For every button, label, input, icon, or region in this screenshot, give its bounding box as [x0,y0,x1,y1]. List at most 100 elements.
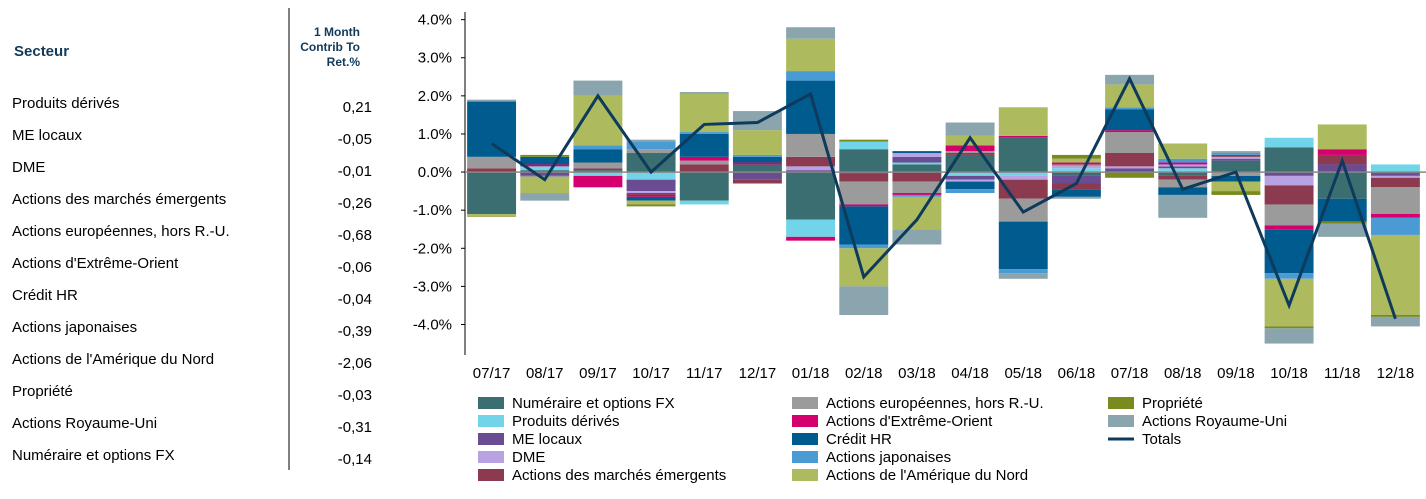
row-value: -0,26 [338,195,372,212]
legend-label: Produits dérivés [512,413,620,430]
bar-segment [945,189,995,194]
bar-segment [1158,166,1208,169]
x-tick-label: 09/18 [1217,365,1255,382]
bar-segment [786,71,836,81]
bar-segment [1158,172,1208,176]
legend-label: Totals [1142,431,1181,448]
bar-segment [626,141,676,150]
legend-swatch [792,469,818,481]
bar-segment [945,153,995,155]
bar-segment [1264,175,1314,186]
bar-segment [945,151,995,154]
x-tick-label: 11/17 [686,365,722,382]
row-value: -0,01 [338,163,372,180]
bar-segment [1317,198,1367,222]
row-label: Propriété [12,383,73,400]
bar-segment [786,172,836,220]
x-tick-label: 08/18 [1164,365,1202,382]
row-label: ME locaux [12,127,83,144]
bar-segment [679,200,729,205]
bar-segment [998,172,1048,176]
legend-label: Actions Royaume-Uni [1142,413,1287,430]
bar-segment [1264,185,1314,205]
bar-segment [1105,172,1155,178]
bar-segment [786,80,836,134]
row-label: Actions d'Extrême-Orient [12,255,179,272]
bar-segment [1105,109,1155,131]
bar-segment [998,273,1048,279]
bar-segment [1051,172,1101,176]
legend-label: Numéraire et options FX [512,395,675,412]
bar-segment [626,179,676,192]
bar-segment [573,172,623,176]
bar-segment [786,38,836,72]
bar-segment [1317,172,1367,199]
y-tick-label: -4.0% [413,317,452,334]
bar-segment [839,206,889,245]
bar-segment [1317,124,1367,150]
bar-segment [1158,168,1208,173]
bar-segment [520,166,570,171]
y-tick-label: 3.0% [418,50,452,67]
bar-segment [839,173,889,182]
bar-segment [1105,130,1155,133]
row-value: -0,06 [338,259,372,276]
table-header: 1 Month Contrib To Ret.% [300,25,360,69]
bar-segment [732,154,782,157]
bar-segment [732,162,782,165]
bar-segment [679,156,729,161]
bar-segment [892,194,942,197]
bar-segment [732,164,782,173]
x-tick-label: 02/18 [845,365,883,382]
totals-line [490,75,1397,320]
bar-segment [520,175,570,178]
x-tick-label: 01/18 [792,365,830,382]
bar-segment [626,194,676,197]
legend-swatch [478,451,504,463]
bar-segment [732,130,782,155]
bar-segment [1370,213,1420,218]
legend-swatch [1108,415,1134,427]
bar-segment [520,156,570,165]
bar-segment [892,153,942,157]
bar-segment [839,286,889,315]
bar-segment [1051,168,1101,173]
bar-segment [626,204,676,207]
bar-segment [732,172,782,180]
row-value: -2,06 [338,355,372,372]
bar-segment [573,168,623,171]
bar-segment [945,172,995,176]
bar-segment [573,149,623,163]
legend-label: Propriété [1142,395,1203,412]
bar-segment [1158,164,1208,167]
bar-segment [1370,177,1420,188]
bar-segment [1264,225,1314,230]
bar-segment [467,99,517,102]
bar-segment [467,101,517,157]
bar-segment [520,170,570,173]
y-tick-label: -3.0% [413,278,452,295]
bar-segment [1051,158,1101,163]
bar-segment [892,164,942,173]
bar-segment [892,156,942,163]
x-tick-label: 07/18 [1111,365,1149,382]
bar-segment [1051,189,1101,197]
bar-segment [839,248,889,287]
legend-swatch [792,415,818,427]
bar-segment [839,181,889,205]
bar-segment [1158,179,1208,188]
x-tick-label: 10/17 [632,365,670,382]
bar-segment [1158,143,1208,159]
row-label: Produits dérivés [12,95,120,112]
bar-segment [945,179,995,182]
bar-segment [467,156,517,169]
y-tick-label: -1.0% [413,202,452,219]
row-label: Actions européennes, hors R.-U. [12,223,230,240]
bar-segment [1370,234,1420,315]
bar-segment [998,269,1048,274]
legend-label: Actions japonaises [826,449,951,466]
bar-segment [679,164,729,173]
bar-segment [839,204,889,207]
y-tick-label: 0.0% [418,164,452,181]
